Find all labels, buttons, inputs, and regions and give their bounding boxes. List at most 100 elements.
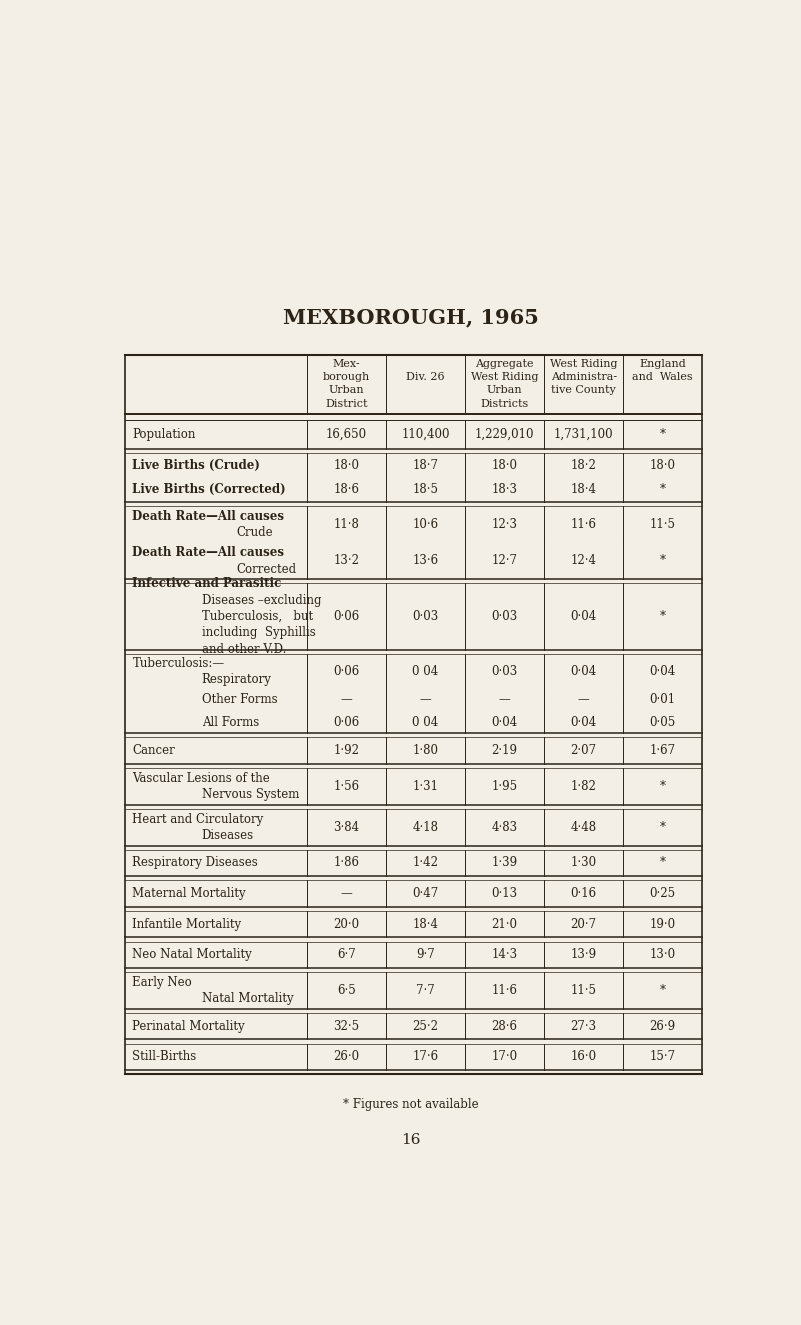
- Text: Perinatal Mortality: Perinatal Mortality: [132, 1020, 245, 1032]
- Text: 0·06: 0·06: [333, 610, 360, 623]
- Text: *: *: [660, 820, 666, 833]
- Text: Death Rate—All causes: Death Rate—All causes: [132, 546, 284, 559]
- Text: England: England: [639, 359, 686, 370]
- Text: Natal Mortality: Natal Mortality: [202, 992, 293, 1006]
- Text: *: *: [660, 554, 666, 567]
- Text: 0·06: 0·06: [333, 716, 360, 729]
- Text: 18·5: 18·5: [413, 484, 438, 496]
- Text: 18·4: 18·4: [570, 484, 597, 496]
- Text: West Riding: West Riding: [550, 359, 618, 370]
- Text: 11·6: 11·6: [570, 518, 597, 531]
- Text: 7·7: 7·7: [416, 984, 435, 996]
- Text: Death Rate—All causes: Death Rate—All causes: [132, 510, 284, 522]
- Text: West Riding: West Riding: [471, 372, 538, 382]
- Text: 26·9: 26·9: [650, 1020, 676, 1032]
- Text: 1·92: 1·92: [333, 745, 360, 758]
- Text: 0·05: 0·05: [650, 716, 676, 729]
- Text: 18·0: 18·0: [492, 458, 517, 472]
- Text: 4·18: 4·18: [413, 820, 438, 833]
- Text: *: *: [660, 610, 666, 623]
- Text: 15·7: 15·7: [650, 1051, 676, 1064]
- Text: 110,400: 110,400: [401, 428, 449, 441]
- Text: 4·48: 4·48: [570, 820, 597, 833]
- Text: *: *: [660, 984, 666, 996]
- Text: and  Wales: and Wales: [633, 372, 693, 382]
- Text: Early Neo: Early Neo: [132, 975, 192, 988]
- Text: All Forms: All Forms: [202, 716, 259, 729]
- Text: 3·84: 3·84: [333, 820, 360, 833]
- Text: 1·31: 1·31: [413, 780, 438, 792]
- Text: 0·04: 0·04: [492, 716, 517, 729]
- Text: 1·82: 1·82: [570, 780, 597, 792]
- Text: 18·3: 18·3: [492, 484, 517, 496]
- Text: Infantile Mortality: Infantile Mortality: [132, 918, 242, 930]
- Text: 0·04: 0·04: [570, 610, 597, 623]
- Text: 6·7: 6·7: [337, 949, 356, 962]
- Text: 1,731,100: 1,731,100: [553, 428, 614, 441]
- Text: 2·07: 2·07: [570, 745, 597, 758]
- Text: *: *: [660, 484, 666, 496]
- Text: 6·5: 6·5: [337, 984, 356, 996]
- Text: 16·0: 16·0: [570, 1051, 597, 1064]
- Text: Districts: Districts: [481, 399, 529, 408]
- Text: 1·42: 1·42: [413, 856, 438, 869]
- Text: Diseases: Diseases: [202, 829, 254, 841]
- Text: 18·0: 18·0: [333, 458, 360, 472]
- Text: 1·95: 1·95: [492, 780, 517, 792]
- Text: 28·6: 28·6: [492, 1020, 517, 1032]
- Text: Urban: Urban: [328, 386, 364, 395]
- Text: 0·04: 0·04: [650, 665, 676, 677]
- Text: 20·7: 20·7: [570, 918, 597, 930]
- Text: 9·7: 9·7: [416, 949, 435, 962]
- Text: including  Syphillis: including Syphillis: [202, 627, 316, 640]
- Text: 0·06: 0·06: [333, 665, 360, 677]
- Text: Heart and Circulatory: Heart and Circulatory: [132, 812, 264, 825]
- Text: 12·3: 12·3: [492, 518, 517, 531]
- Text: 16,650: 16,650: [326, 428, 367, 441]
- Text: 10·6: 10·6: [413, 518, 438, 531]
- Text: —: —: [499, 693, 510, 706]
- Text: 13·0: 13·0: [650, 949, 676, 962]
- Text: *: *: [660, 428, 666, 441]
- Text: 32·5: 32·5: [333, 1020, 360, 1032]
- Text: 0·03: 0·03: [413, 610, 439, 623]
- Text: 19·0: 19·0: [650, 918, 676, 930]
- Text: 1·56: 1·56: [333, 780, 360, 792]
- Text: 17·6: 17·6: [413, 1051, 438, 1064]
- Text: —: —: [340, 886, 352, 900]
- Text: 21·0: 21·0: [492, 918, 517, 930]
- Text: 11·5: 11·5: [650, 518, 676, 531]
- Text: Cancer: Cancer: [132, 745, 175, 758]
- Text: borough: borough: [323, 372, 370, 382]
- Text: 18·7: 18·7: [413, 458, 438, 472]
- Text: 13·9: 13·9: [570, 949, 597, 962]
- Text: 1,229,010: 1,229,010: [475, 428, 534, 441]
- Text: 11·8: 11·8: [333, 518, 360, 531]
- Text: —: —: [420, 693, 431, 706]
- Text: Other Forms: Other Forms: [202, 693, 277, 706]
- Text: Live Births (Crude): Live Births (Crude): [132, 458, 260, 472]
- Text: Live Births (Corrected): Live Births (Corrected): [132, 484, 286, 496]
- Text: Aggregate: Aggregate: [475, 359, 533, 370]
- Text: Infective and Parasitic: Infective and Parasitic: [132, 578, 282, 591]
- Text: 1·86: 1·86: [333, 856, 360, 869]
- Text: 16: 16: [400, 1133, 421, 1147]
- Text: Tuberculosis:—: Tuberculosis:—: [132, 656, 224, 669]
- Text: 0·03: 0·03: [492, 610, 517, 623]
- Text: 0·01: 0·01: [650, 693, 676, 706]
- Text: MEXBOROUGH, 1965: MEXBOROUGH, 1965: [283, 307, 538, 327]
- Text: Administra-: Administra-: [550, 372, 617, 382]
- Text: 1·67: 1·67: [650, 745, 676, 758]
- Text: 0·04: 0·04: [570, 665, 597, 677]
- Text: Nervous System: Nervous System: [202, 788, 299, 802]
- Text: —: —: [340, 693, 352, 706]
- Text: 0·25: 0·25: [650, 886, 676, 900]
- Text: Diseases –excluding: Diseases –excluding: [202, 594, 321, 607]
- Text: and other V.D.: and other V.D.: [202, 643, 286, 656]
- Text: District: District: [325, 399, 368, 408]
- Text: Still-Births: Still-Births: [132, 1051, 197, 1064]
- Text: 13·6: 13·6: [413, 554, 438, 567]
- Text: Neo Natal Mortality: Neo Natal Mortality: [132, 949, 252, 962]
- Text: 18·2: 18·2: [570, 458, 597, 472]
- Text: Respiratory Diseases: Respiratory Diseases: [132, 856, 258, 869]
